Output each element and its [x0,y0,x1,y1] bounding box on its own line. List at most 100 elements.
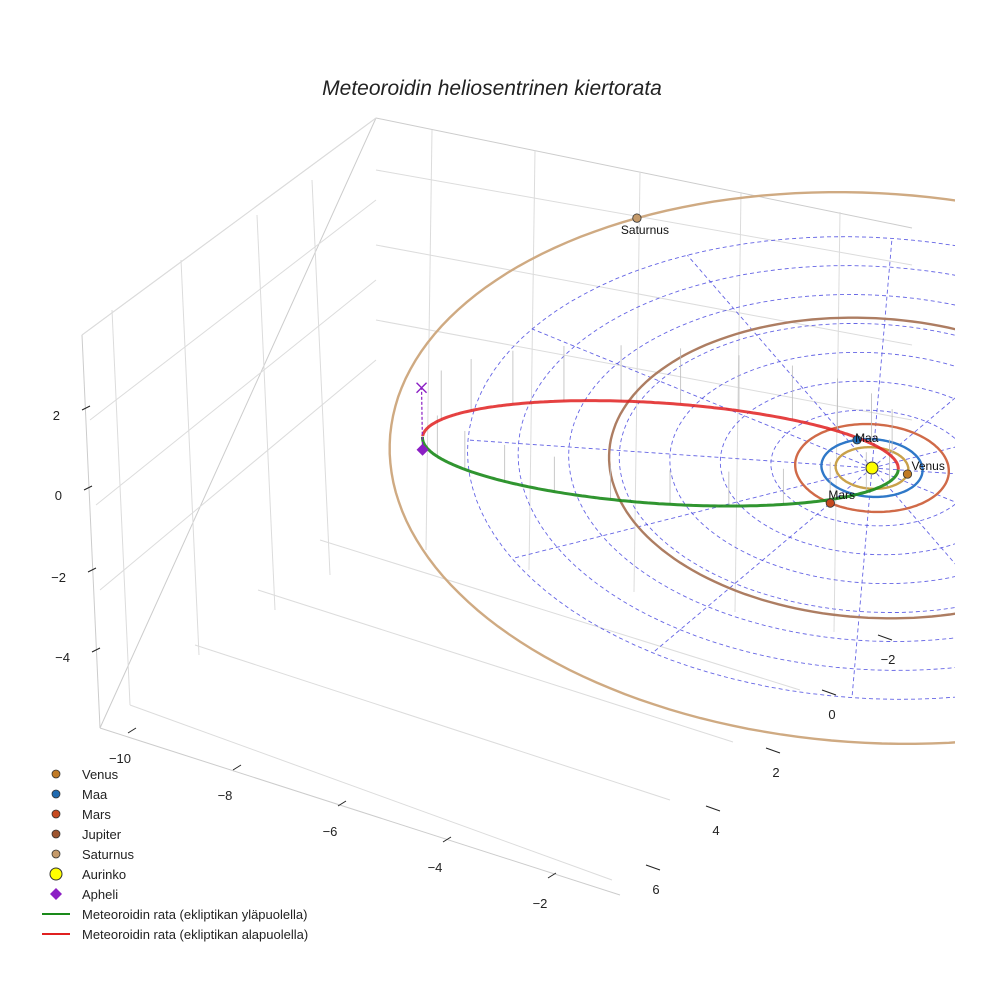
legend-item: Mars [51,807,111,822]
ecliptic-ring [517,265,955,671]
grid-lines [81,117,913,881]
legend-label: Maa [82,787,108,802]
ecliptic-ray [871,238,893,469]
legend-label: Jupiter [82,827,122,842]
ecliptic-ray [652,467,873,654]
ecliptic-ray [531,328,873,469]
x-tick-label: −2 [533,896,548,911]
axis-panes [81,117,913,896]
planet-label-saturnus: Saturnus [621,223,669,237]
wall-grid-line [99,359,377,591]
orbit-venus [834,446,910,490]
y-tick-label: 0 [828,707,835,722]
wall-grid-line [180,259,200,656]
wall-grid-line [734,191,742,613]
y-tick-mark [877,634,893,641]
wall-grid-line [528,149,536,571]
orbit-jupiter [607,316,955,620]
legend-label: Aurinko [82,867,126,882]
planet-label-mars: Mars [828,488,855,502]
wall-grid-line [111,309,131,706]
z-tick-label: −2 [51,570,66,585]
planet-label-venus: Venus [911,459,944,473]
x-tick-mark [232,764,242,771]
legend-label: Venus [82,767,119,782]
y-tick-label: 6 [652,882,659,897]
ecliptic-ray [512,467,873,559]
wall-grid-line [375,244,913,346]
wall-grid-line [95,279,377,506]
y-tick-label: −2 [881,652,896,667]
legend-label: Saturnus [82,847,135,862]
wall-grid-line [256,214,276,611]
aphelion-cross-marker [416,382,428,394]
meteoroid-orbit-above [421,436,900,508]
y-tick-mark [765,747,781,754]
wall-grid-line [375,169,913,266]
wall-grid-line [375,319,913,421]
legend-label: Meteoroidin rata (ekliptikan alapuolella… [82,927,308,942]
floor-grid-line [257,589,734,743]
legend-marker [49,867,63,881]
planet-marker-saturnus [632,213,642,223]
pane-edge [99,117,377,729]
wall-grid-line [311,179,331,576]
x-tick-mark [127,727,137,734]
z-tick-mark [83,485,93,491]
y-tick-mark [705,805,721,812]
x-tick-label: −6 [323,824,338,839]
z-tick-mark [81,405,91,411]
legend-marker [51,849,61,859]
legend-marker [50,888,62,900]
sun-marker [865,461,879,475]
legend: Venus Maa Mars Jupiter Saturnus Aurinko Apheli… [42,767,308,942]
pane-edge [81,334,101,729]
x-tick-label: −8 [218,788,233,803]
meteoroid-orbit-below [421,399,900,470]
floor-grid-line [319,539,801,691]
legend-item: Saturnus [51,847,135,862]
legend-item: Maa [51,787,108,802]
floor-grid-line [194,644,671,801]
z-tick-label: −4 [55,650,70,665]
ecliptic-ray [871,467,955,503]
ecliptic-ray [851,467,873,698]
legend-item: Venus [51,767,119,782]
floor-grid-line [129,704,613,881]
legend-item: Aurinko [49,867,126,882]
orbit-saturnus [388,191,955,745]
x-tick-label: −4 [428,860,443,875]
pane-edge [375,117,913,229]
x-tick-label: −10 [109,751,131,766]
aphelion-marker [416,443,429,456]
y-tick-label: 4 [712,823,719,838]
chart-title: Meteoroidin heliosentrinen kiertorata [322,77,662,100]
y-tick-mark [645,864,661,871]
orbit-maa [820,437,924,499]
legend-item: Apheli [50,887,118,902]
legend-item: Meteoroidin rata (ekliptikan yläpuolella… [42,907,307,922]
x-tick-mark [547,872,557,879]
pane-edge [99,727,621,896]
aphelion-drop-line [420,387,424,450]
legend-item: Jupiter [51,827,122,842]
x-tick-mark [337,800,347,807]
legend-label: Mars [82,807,111,822]
planet-marker-mars [825,498,835,508]
z-tick-mark [87,567,97,573]
planet-marker-maa [852,435,862,445]
x-tick-mark [442,836,452,843]
ecliptic-ray [467,439,873,469]
legend-marker [51,829,61,839]
planet-label-maa: Maa [855,431,879,445]
y-tick-mark [821,689,837,696]
planet-marker-venus [902,469,913,479]
legend-label: Meteoroidin rata (ekliptikan yläpuolella… [82,907,307,922]
tick-layer: 2 0 −2 −4 −10 −8 −6 −4 −2 −2 0 2 4 6 [51,405,896,911]
legend-marker [51,769,61,779]
data-layer: Venus Maa Mars Saturnus [388,191,955,745]
orbit-mars [794,422,950,514]
legend-marker [51,809,61,819]
legend-label: Apheli [82,887,118,902]
